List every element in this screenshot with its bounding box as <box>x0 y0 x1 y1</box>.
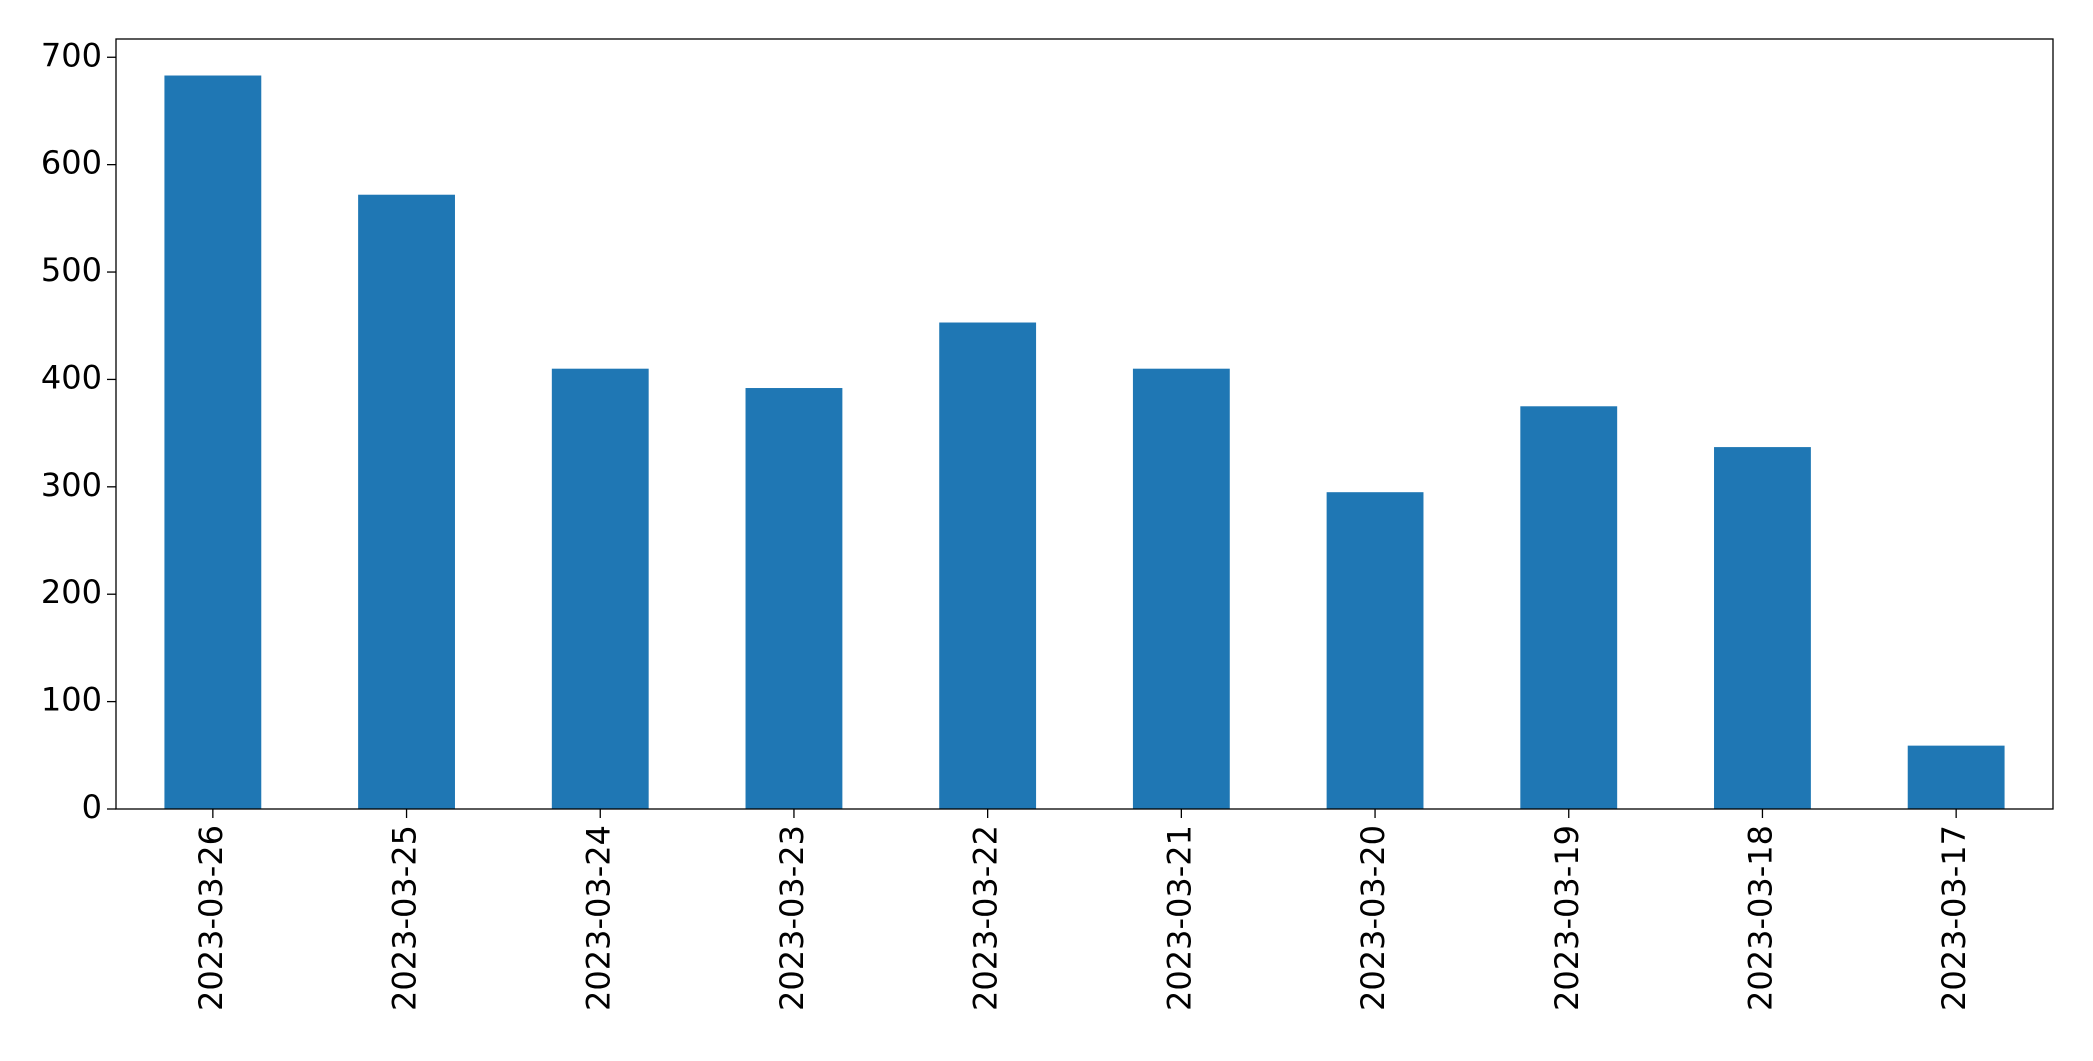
y-tick-label: 0 <box>82 788 102 826</box>
bar <box>1132 368 1230 809</box>
x-tick-label: 2023-03-17 <box>1935 825 1973 1011</box>
y-tick-label: 700 <box>41 36 102 74</box>
bar <box>1714 447 1811 809</box>
x-tick-label: 2023-03-20 <box>1354 825 1392 1011</box>
bar <box>745 388 843 809</box>
x-tick-label: 2023-03-25 <box>386 825 424 1011</box>
x-tick-label: 2023-03-22 <box>967 825 1005 1011</box>
x-tick-label: 2023-03-26 <box>192 825 230 1011</box>
y-tick-label: 100 <box>41 681 102 719</box>
bar <box>164 75 262 810</box>
x-tick-label: 2023-03-24 <box>579 825 617 1011</box>
x-tick-label: 2023-03-23 <box>773 825 811 1011</box>
bar <box>1907 745 2005 809</box>
y-tick-label: 400 <box>41 358 102 396</box>
bar <box>939 322 1037 809</box>
y-tick-label: 200 <box>41 573 102 611</box>
y-tick-label: 600 <box>41 144 102 182</box>
bar <box>358 194 455 810</box>
x-tick-label: 2023-03-21 <box>1160 825 1198 1011</box>
y-tick-label: 300 <box>41 466 102 504</box>
bar <box>1326 492 1424 809</box>
bar <box>551 368 649 809</box>
bar <box>1520 406 1618 809</box>
x-tick-label: 2023-03-19 <box>1548 825 1586 1011</box>
plot-frame <box>115 38 2054 810</box>
x-tick-label: 2023-03-18 <box>1741 825 1779 1011</box>
y-tick-label: 500 <box>41 251 102 289</box>
